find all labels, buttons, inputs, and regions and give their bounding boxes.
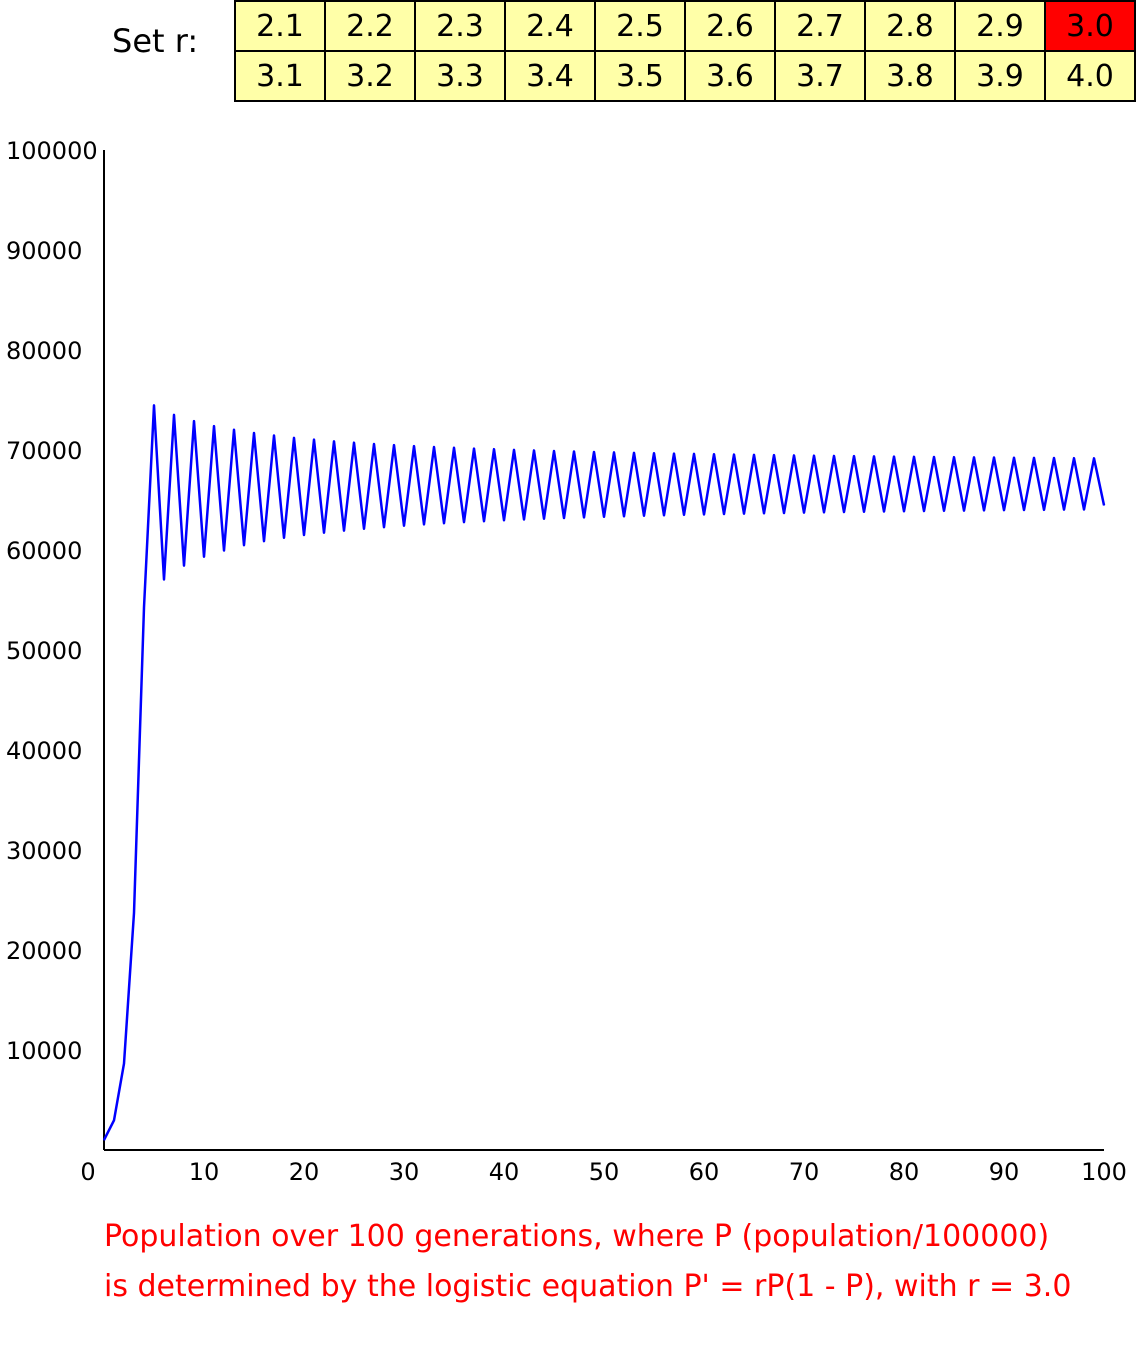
y-tick-label: 70000: [6, 437, 82, 465]
r-option-3-9[interactable]: 3.9: [954, 50, 1046, 102]
r-option-2-9[interactable]: 2.9: [954, 0, 1046, 52]
r-option-3-6[interactable]: 3.6: [684, 50, 776, 102]
caption-line-1: Population over 100 generations, where P…: [104, 1219, 1050, 1254]
caption-line-2: is determined by the logistic equation P…: [104, 1269, 1072, 1304]
x-tick-label: 80: [889, 1158, 920, 1186]
y-axis-ticks: 10000 20000 30000 40000 50000 60000 70000 80000…: [6, 137, 98, 1065]
r-option-3-1[interactable]: 3.1: [234, 50, 326, 102]
x-tick-label: 100: [1081, 1158, 1127, 1186]
r-option-2-3[interactable]: 2.3: [414, 0, 506, 52]
x-axis-ticks: 0 10 20 30 40 50 60 70 80 90 100: [80, 1158, 1127, 1186]
y-tick-label: 100000: [6, 137, 98, 165]
x-tick-label: 10: [189, 1158, 220, 1186]
r-option-2-5[interactable]: 2.5: [594, 0, 686, 52]
r-option-2-7[interactable]: 2.7: [774, 0, 866, 52]
x-tick-label: 50: [589, 1158, 620, 1186]
r-option-3-3[interactable]: 3.3: [414, 50, 506, 102]
r-option-2-2[interactable]: 2.2: [324, 0, 416, 52]
chart-caption: Population over 100 generations, where P…: [104, 1212, 1071, 1312]
y-tick-label: 50000: [6, 637, 82, 665]
r-row: 3.1 3.2 3.3 3.4 3.5 3.6 3.7 3.8 3.9 4.0: [234, 50, 1136, 102]
y-tick-label: 40000: [6, 737, 82, 765]
r-option-2-6[interactable]: 2.6: [684, 0, 776, 52]
r-option-3-8[interactable]: 3.8: [864, 50, 956, 102]
y-tick-label: 80000: [6, 337, 82, 365]
r-row: 2.1 2.2 2.3 2.4 2.5 2.6 2.7 2.8 2.9 3.0: [234, 0, 1136, 52]
x-tick-label: 70: [789, 1158, 820, 1186]
r-option-2-8[interactable]: 2.8: [864, 0, 956, 52]
x-tick-label: 30: [389, 1158, 420, 1186]
y-tick-label: 20000: [6, 937, 82, 965]
r-option-3-0[interactable]: 3.0: [1044, 0, 1136, 52]
population-line: [102, 404, 1106, 1141]
set-r-label: Set r:: [112, 22, 199, 60]
r-option-4-0[interactable]: 4.0: [1044, 50, 1136, 102]
r-option-3-4[interactable]: 3.4: [504, 50, 596, 102]
r-option-2-1[interactable]: 2.1: [234, 0, 326, 52]
y-tick-label: 90000: [6, 237, 82, 265]
x-tick-label: 20: [289, 1158, 320, 1186]
y-tick-label: 10000: [6, 1037, 82, 1065]
r-option-2-4[interactable]: 2.4: [504, 0, 596, 52]
x-tick-label: 0: [80, 1158, 95, 1186]
y-tick-label: 30000: [6, 837, 82, 865]
population-chart: 10000 20000 30000 40000 50000 60000 70000 80000…: [6, 137, 1127, 1186]
x-tick-label: 40: [489, 1158, 520, 1186]
r-option-3-2[interactable]: 3.2: [324, 50, 416, 102]
x-tick-label: 60: [689, 1158, 720, 1186]
y-tick-label: 60000: [6, 537, 82, 565]
r-value-selector: 2.1 2.2 2.3 2.4 2.5 2.6 2.7 2.8 2.9 3.0 3.1 3.2 3.3 3…: [234, 0, 1136, 102]
r-option-3-7[interactable]: 3.7: [774, 50, 866, 102]
r-option-3-5[interactable]: 3.5: [594, 50, 686, 102]
x-tick-label: 90: [989, 1158, 1020, 1186]
